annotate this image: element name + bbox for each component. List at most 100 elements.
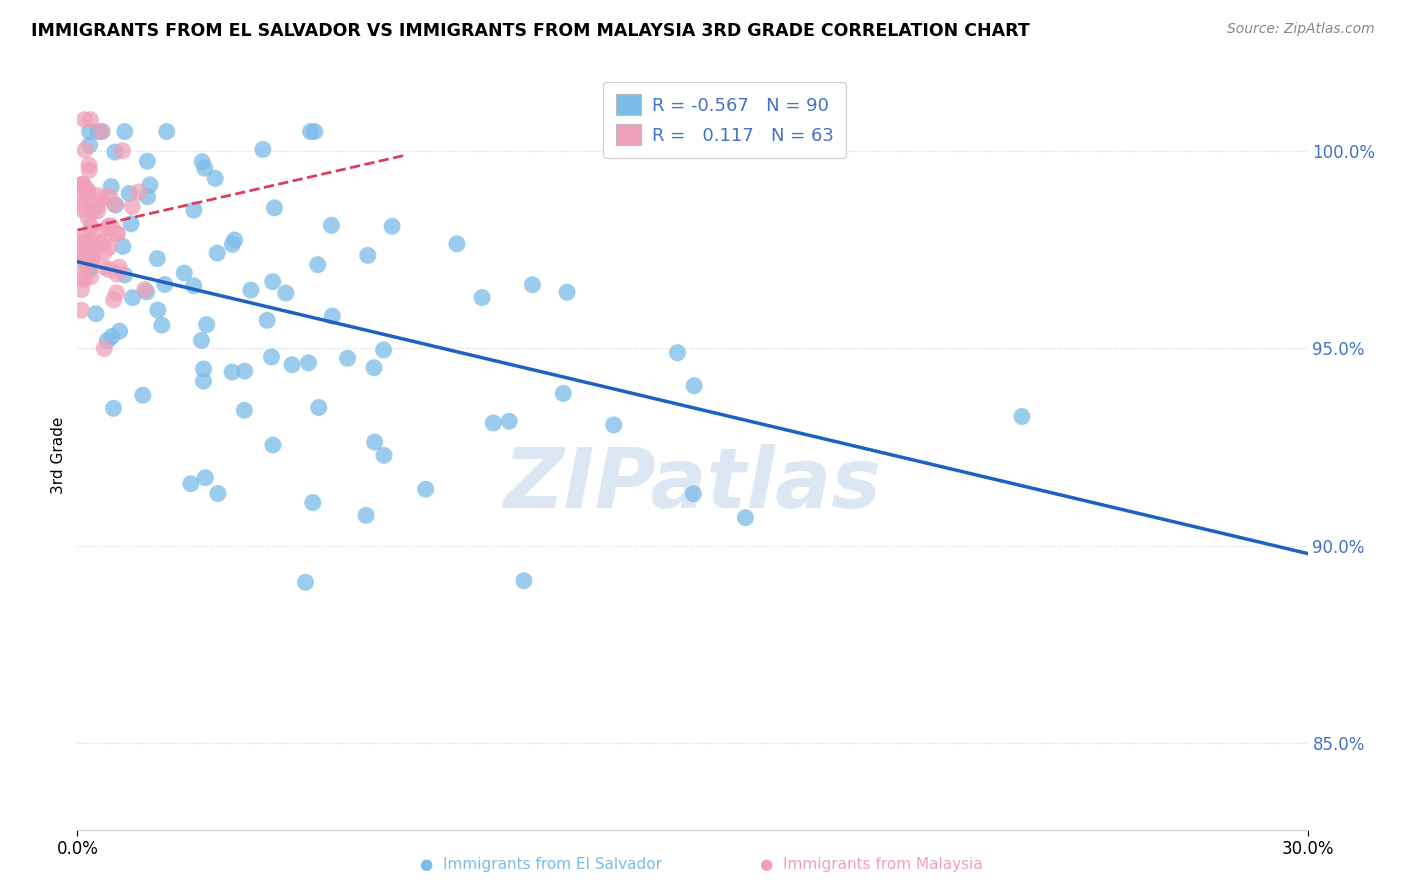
Point (224, 233, 246, 247)
Point (76, 186, 98, 200)
Point (79, 261, 101, 276)
Point (321, 219, 343, 233)
Point (357, 248, 380, 262)
Point (90, 192, 112, 206)
Point (93, 260, 115, 274)
Point (734, 510, 756, 524)
Point (72, 231, 94, 245)
Point (79, 261, 101, 276)
Point (105, 227, 128, 241)
Point (108, 260, 131, 275)
Point (100, 179, 122, 194)
Point (252, 143, 274, 157)
Point (73, 112, 96, 127)
Point (193, 374, 215, 388)
Point (77, 158, 100, 172)
Point (233, 364, 256, 378)
Point (101, 329, 124, 343)
Point (191, 154, 214, 169)
Point (190, 334, 212, 348)
Point (79, 112, 101, 127)
Point (73, 243, 96, 257)
Point (207, 246, 229, 260)
Point (239, 283, 262, 297)
Point (72, 178, 94, 192)
Point (73, 271, 96, 285)
Point (75, 143, 97, 157)
Text: ZIPatlas: ZIPatlas (503, 444, 882, 525)
Point (98, 262, 121, 277)
Point (381, 219, 404, 234)
Point (321, 309, 343, 323)
Point (82, 200, 104, 214)
Point (682, 487, 704, 501)
Point (150, 318, 173, 333)
Point (82, 240, 104, 254)
Point (72, 203, 94, 218)
Point (79, 269, 101, 284)
Point (103, 401, 125, 416)
Point (70, 235, 93, 249)
Text: IMMIGRANTS FROM EL SALVADOR VS IMMIGRANTS FROM MALAYSIA 3RD GRADE CORRELATION CH: IMMIGRANTS FROM EL SALVADOR VS IMMIGRANT… (31, 22, 1029, 40)
Point (136, 154, 159, 169)
Point (89, 235, 111, 250)
Point (183, 203, 205, 218)
Point (134, 283, 156, 297)
Point (83, 247, 105, 261)
Point (70, 283, 93, 297)
Point (98, 189, 121, 203)
Point (281, 358, 304, 372)
Point (93, 235, 115, 249)
Point (70, 178, 93, 192)
Point (80, 253, 103, 268)
Point (70, 190, 93, 204)
Point (93, 244, 115, 259)
Point (304, 124, 326, 138)
Point (553, 386, 575, 401)
Point (274, 286, 297, 301)
Point (195, 318, 218, 332)
Point (73, 244, 96, 259)
Point (336, 351, 359, 366)
Point (146, 252, 169, 266)
Point (114, 124, 136, 138)
Point (90, 124, 112, 138)
Point (72, 273, 94, 287)
Point (207, 486, 229, 500)
Point (363, 360, 385, 375)
Point (221, 365, 243, 379)
Point (86, 199, 108, 213)
Point (77, 211, 100, 225)
Y-axis label: 3rd Grade: 3rd Grade (51, 417, 66, 493)
Point (522, 277, 544, 292)
Point (146, 303, 169, 318)
Point (77, 163, 100, 178)
Point (103, 197, 125, 211)
Point (104, 198, 127, 212)
Point (120, 217, 142, 231)
Point (301, 495, 323, 509)
Point (108, 324, 131, 338)
Point (72, 252, 94, 267)
Point (105, 285, 128, 300)
Point (103, 293, 125, 307)
Point (233, 403, 256, 417)
Point (114, 268, 136, 282)
Text: ●  Immigrants from El Salvador: ● Immigrants from El Salvador (420, 857, 662, 872)
Point (82, 204, 104, 219)
Point (603, 417, 626, 432)
Point (256, 313, 278, 327)
Point (79, 138, 101, 153)
Point (121, 291, 143, 305)
Point (204, 171, 226, 186)
Point (86, 203, 108, 218)
Point (84, 307, 107, 321)
Point (555, 285, 578, 300)
Point (194, 161, 217, 176)
Point (87, 124, 110, 138)
Point (136, 190, 159, 204)
Point (683, 378, 706, 392)
Point (193, 362, 215, 376)
Point (135, 285, 157, 299)
Point (139, 178, 162, 192)
